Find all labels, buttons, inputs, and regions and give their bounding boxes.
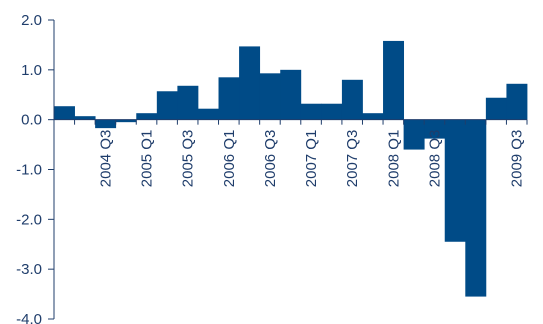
y-tick-label: -3.0 xyxy=(16,261,42,278)
y-tick-label: 2.0 xyxy=(21,12,42,29)
x-category-label: 2005 Q1 xyxy=(139,130,156,188)
x-category-label: 2006 Q3 xyxy=(262,130,279,188)
x-category-label: 2006 Q1 xyxy=(221,130,238,188)
bar-2006-q3 xyxy=(259,73,281,120)
y-tick-label: -1.0 xyxy=(16,162,42,179)
bar-2007-q1 xyxy=(300,103,322,120)
bar-2005-q3 xyxy=(177,85,199,120)
x-category-label: 2007 Q3 xyxy=(344,130,361,188)
bar-2005-q2 xyxy=(156,91,178,120)
bar-2008-q2 xyxy=(403,119,425,150)
bar-2006-q4 xyxy=(280,69,302,120)
bar-2008-q4 xyxy=(444,119,466,242)
bar-2008-q1 xyxy=(383,40,405,120)
y-tick-label: 0.0 xyxy=(21,112,42,129)
x-axis xyxy=(54,119,528,125)
bar-2004-q4 xyxy=(115,119,137,123)
bars-group xyxy=(54,40,528,297)
bar-2007-q2 xyxy=(321,103,343,120)
bar-2007-q3 xyxy=(341,79,363,120)
x-category-label: 2004 Q3 xyxy=(97,130,114,188)
x-category-label: 2008 Q3 xyxy=(426,130,443,188)
bar-2009-q3 xyxy=(506,83,528,120)
bar-2005-q1 xyxy=(136,113,158,120)
bar-2004-q2 xyxy=(74,116,96,120)
bar-2006-q1 xyxy=(218,77,240,120)
bar-2007-q4 xyxy=(362,113,384,120)
bar-2004-q3 xyxy=(95,119,117,129)
bar-2009-q2 xyxy=(485,97,507,120)
bar-2004-q1 xyxy=(54,106,75,120)
y-tick-label: 1.0 xyxy=(21,62,42,79)
x-category-label: 2009 Q3 xyxy=(509,130,526,188)
category-labels: 2004 Q3 2005 Q1 2005 Q3 2006 Q1 2006 Q3 2007 … xyxy=(97,130,525,188)
bar-2006-q2 xyxy=(239,46,261,120)
y-axis: 2.0 1.0 0.0 -1.0 -2.0 -3.0 -4.0 xyxy=(16,12,55,324)
bar-2005-q4 xyxy=(197,108,219,120)
y-tick-label: -2.0 xyxy=(16,211,42,228)
x-category-label: 2008 Q1 xyxy=(385,130,402,188)
x-category-label: 2005 Q3 xyxy=(180,130,197,188)
bar-2008-q3 xyxy=(424,119,446,139)
bar-2009-q1 xyxy=(465,119,487,297)
y-tick-label: -4.0 xyxy=(16,311,42,324)
x-category-label: 2007 Q1 xyxy=(303,130,320,188)
